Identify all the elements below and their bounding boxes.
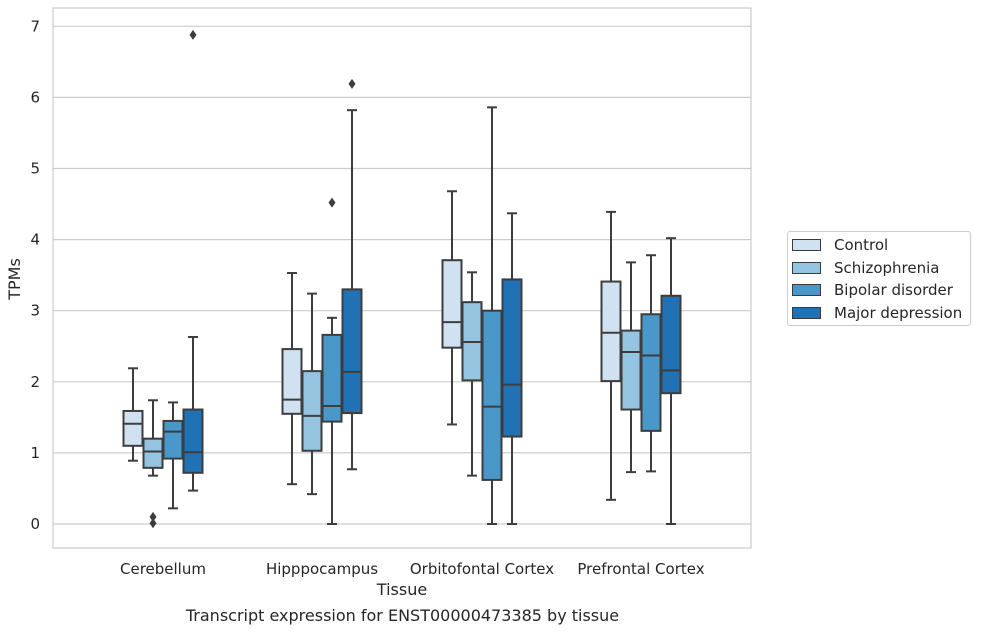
box-control [441, 190, 463, 426]
iqr-box [441, 259, 463, 349]
iqr-box [341, 288, 363, 415]
iqr-box [301, 370, 323, 452]
outlier-point [189, 29, 197, 40]
box-major-depression [341, 78, 363, 471]
box-bipolar-disorder [162, 401, 184, 510]
y-tick-label: 6 [30, 88, 40, 106]
iqr-box [620, 329, 642, 411]
y-tick-labels: 0 1 2 3 4 5 6 7 [30, 17, 40, 533]
x-tick-labels: Cerebellum Hipppocampus Orbitofontal Corte… [120, 560, 705, 578]
outlier-point [149, 518, 157, 529]
figure-caption: Transcript expression for ENST0000047338… [185, 606, 620, 625]
box-control [600, 210, 622, 501]
iqr-box [501, 278, 523, 438]
legend-label: Major depression [834, 303, 963, 322]
iqr-box [660, 294, 682, 395]
legend-swatch [792, 284, 821, 296]
y-axis-label: TPMs [5, 258, 24, 301]
legend-item: Schizophrenia [792, 259, 939, 277]
outlier-point [328, 197, 336, 208]
x-tick-label: Prefrontal Cortex [577, 560, 704, 578]
iqr-box [481, 309, 503, 481]
box-major-depression [660, 237, 682, 525]
box-schizophrenia [620, 261, 642, 474]
box-bipolar-disorder [640, 254, 662, 473]
legend-swatch [792, 261, 821, 274]
y-tick-label: 3 [30, 302, 40, 320]
y-tick-label: 7 [30, 17, 40, 35]
box-schizophrenia [461, 271, 483, 477]
box-control [281, 272, 303, 486]
y-tick-label: 5 [30, 160, 40, 178]
iqr-box [281, 348, 303, 415]
x-axis-label: Tissue [376, 580, 427, 599]
y-tick-label: 0 [30, 515, 40, 533]
iqr-box [162, 419, 184, 460]
box-schizophrenia [142, 399, 164, 529]
legend-swatch [792, 239, 821, 251]
x-tick-label: Cerebellum [120, 560, 206, 578]
iqr-box [182, 408, 204, 474]
legend-label: Bipolar disorder [834, 281, 953, 299]
legend-swatch [792, 306, 821, 319]
box-control [122, 367, 144, 462]
legend-label: Schizophrenia [834, 258, 940, 277]
boxes [122, 29, 682, 529]
iqr-box [142, 437, 164, 469]
x-tick-label: Hipppocampus [266, 560, 378, 578]
legend-item: Bipolar disorder [792, 281, 953, 299]
y-tick-label: 2 [30, 373, 40, 391]
legend-label: Control [834, 236, 889, 254]
outlier-point [348, 78, 356, 89]
iqr-box [321, 333, 343, 423]
outlier-point [149, 511, 157, 522]
box-schizophrenia [301, 292, 323, 496]
iqr-box [600, 280, 622, 383]
legend-item: Major depression [792, 304, 962, 322]
legend: Control Schizophrenia Bipolar disorder Majo… [787, 231, 971, 326]
box-bipolar-disorder [481, 106, 503, 525]
legend-item: Control [792, 236, 888, 254]
y-tick-label: 4 [30, 231, 40, 249]
x-tick-label: Orbitofontal Cortex [410, 560, 554, 578]
plot-area-frame [52, 7, 752, 549]
box-major-depression [501, 212, 523, 525]
iqr-box [122, 409, 144, 447]
iqr-box [640, 313, 662, 432]
box-bipolar-disorder [321, 197, 343, 525]
box-major-depression [182, 29, 204, 492]
y-tick-label: 1 [30, 444, 40, 462]
